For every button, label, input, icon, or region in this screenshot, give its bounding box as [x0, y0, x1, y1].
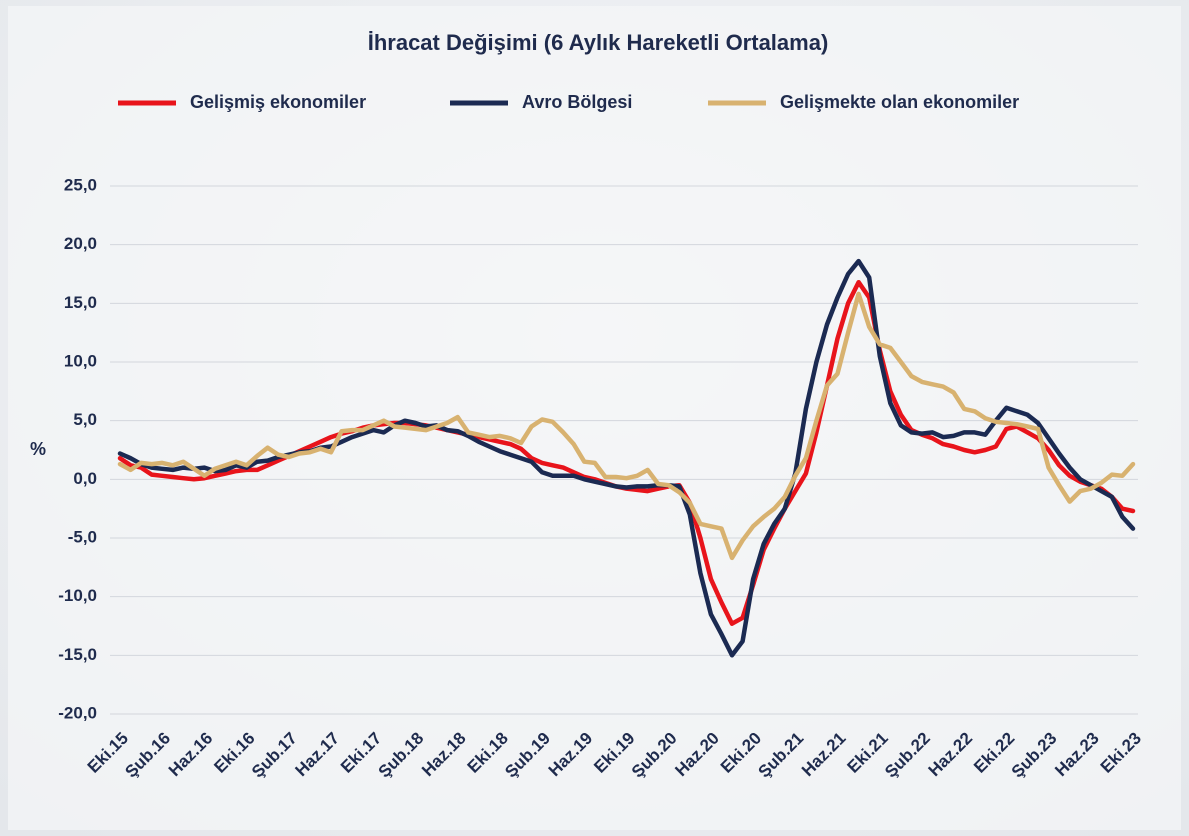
y-tick-label: -5,0: [68, 527, 97, 546]
y-axis-label: %: [30, 439, 46, 459]
y-tick-label: 20,0: [64, 234, 97, 253]
legend-label: Gelişmiş ekonomiler: [190, 92, 366, 112]
y-tick-label: 15,0: [64, 293, 97, 312]
legend-label: Avro Bölgesi: [522, 92, 632, 112]
y-tick-label: -10,0: [58, 586, 97, 605]
y-tick-label: -15,0: [58, 645, 97, 664]
y-tick-label: 0,0: [73, 469, 97, 488]
y-tick-label: 10,0: [64, 351, 97, 370]
series-line: [117, 291, 1136, 561]
panel: [8, 6, 1181, 830]
legend-label: Gelişmekte olan ekonomiler: [780, 92, 1019, 112]
y-tick-label: 5,0: [73, 410, 97, 429]
chart-title: İhracat Değişimi (6 Aylık Hareketli Orta…: [368, 30, 829, 55]
y-tick-label: -20,0: [58, 703, 97, 722]
y-tick-label: 25,0: [64, 175, 97, 194]
